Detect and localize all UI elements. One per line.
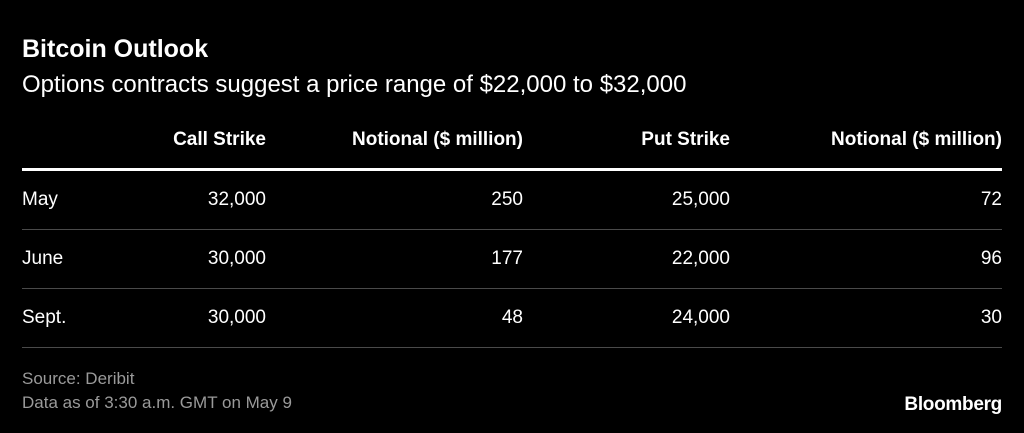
call-notional-cell: 250 (266, 169, 523, 230)
put-strike-cell: 24,000 (523, 288, 730, 348)
chart-subtitle: Options contracts suggest a price range … (22, 71, 687, 98)
header-call-notional: Notional ($ million) (266, 112, 523, 171)
header-month (22, 112, 132, 171)
row-month-cell: May (22, 169, 132, 230)
call-strike-cell: 30,000 (132, 229, 266, 289)
source-note: Source: Deribit (22, 369, 135, 388)
put-strike-cell: 22,000 (523, 229, 730, 289)
data-timestamp-note: Data as of 3:30 a.m. GMT on May 9 (22, 393, 292, 412)
put-notional-cell: 96 (730, 229, 1002, 289)
table-row: Sept. 30,000 48 24,000 30 (22, 288, 1002, 348)
header-put-notional: Notional ($ million) (730, 112, 1002, 171)
call-notional-cell: 48 (266, 288, 523, 348)
row-month-cell: June (22, 229, 132, 289)
header-call-strike: Call Strike (132, 112, 266, 171)
put-notional-cell: 72 (730, 169, 1002, 230)
call-strike-cell: 30,000 (132, 288, 266, 348)
put-notional-cell: 30 (730, 288, 1002, 348)
table-row: May 32,000 250 25,000 72 (22, 169, 1002, 230)
row-month-cell: Sept. (22, 288, 132, 348)
put-strike-cell: 25,000 (523, 169, 730, 230)
table-header-row: Call Strike Notional ($ million) Put Str… (22, 112, 1002, 171)
chart-title: Bitcoin Outlook (22, 35, 209, 63)
header-put-strike: Put Strike (523, 112, 730, 171)
table-row: June 30,000 177 22,000 96 (22, 229, 1002, 289)
bloomberg-logo: Bloomberg (904, 394, 1002, 415)
options-table: Call Strike Notional ($ million) Put Str… (22, 112, 1002, 348)
call-strike-cell: 32,000 (132, 169, 266, 230)
call-notional-cell: 177 (266, 229, 523, 289)
